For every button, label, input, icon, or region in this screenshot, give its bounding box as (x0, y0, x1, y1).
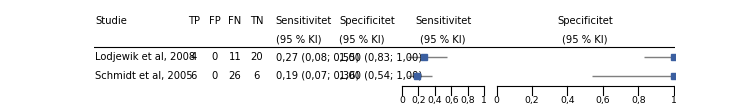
Text: Sensitivitet: Sensitivitet (415, 16, 471, 26)
Text: 26: 26 (229, 71, 242, 81)
Text: 6: 6 (254, 71, 260, 81)
Text: Sensitivitet: Sensitivitet (276, 16, 332, 26)
Text: Specificitet: Specificitet (339, 16, 394, 26)
Text: 1,00 (0,83; 1,00): 1,00 (0,83; 1,00) (339, 52, 422, 62)
Text: 0,2: 0,2 (411, 96, 426, 105)
Text: 0: 0 (399, 96, 405, 105)
Text: TP: TP (188, 16, 200, 26)
Text: 6: 6 (190, 71, 197, 81)
Text: 4: 4 (190, 52, 196, 62)
Text: 0: 0 (494, 96, 500, 105)
Text: FP: FP (209, 16, 220, 26)
Text: 20: 20 (251, 52, 262, 62)
Text: 1: 1 (482, 96, 488, 105)
Text: Studie: Studie (95, 16, 127, 26)
Text: 0,27 (0,08; 0,55): 0,27 (0,08; 0,55) (276, 52, 359, 62)
Text: 1: 1 (671, 96, 676, 105)
Text: 11: 11 (229, 52, 242, 62)
Text: 0,4: 0,4 (427, 96, 442, 105)
Text: 0,6: 0,6 (596, 96, 610, 105)
Text: 0: 0 (211, 52, 217, 62)
Text: 0,2: 0,2 (525, 96, 539, 105)
Text: (95 % KI): (95 % KI) (420, 34, 466, 44)
Text: 0: 0 (211, 71, 217, 81)
Text: (95 % KI): (95 % KI) (276, 34, 321, 44)
Text: 1,00 (0,54; 1,00): 1,00 (0,54; 1,00) (339, 71, 422, 81)
Text: Schmidt et al, 2005: Schmidt et al, 2005 (95, 71, 193, 81)
Text: Lodjewik et al, 2008: Lodjewik et al, 2008 (95, 52, 195, 62)
Text: (95 % KI): (95 % KI) (339, 34, 385, 44)
Text: 0,6: 0,6 (444, 96, 459, 105)
Text: 0,4: 0,4 (560, 96, 574, 105)
Text: 0,8: 0,8 (460, 96, 476, 105)
Text: 0,19 (0,07; 0,36): 0,19 (0,07; 0,36) (276, 71, 359, 81)
Text: Specificitet: Specificitet (557, 16, 613, 26)
Text: TN: TN (250, 16, 263, 26)
Text: FN: FN (228, 16, 242, 26)
Text: 0,8: 0,8 (631, 96, 646, 105)
Text: (95 % KI): (95 % KI) (562, 34, 608, 44)
